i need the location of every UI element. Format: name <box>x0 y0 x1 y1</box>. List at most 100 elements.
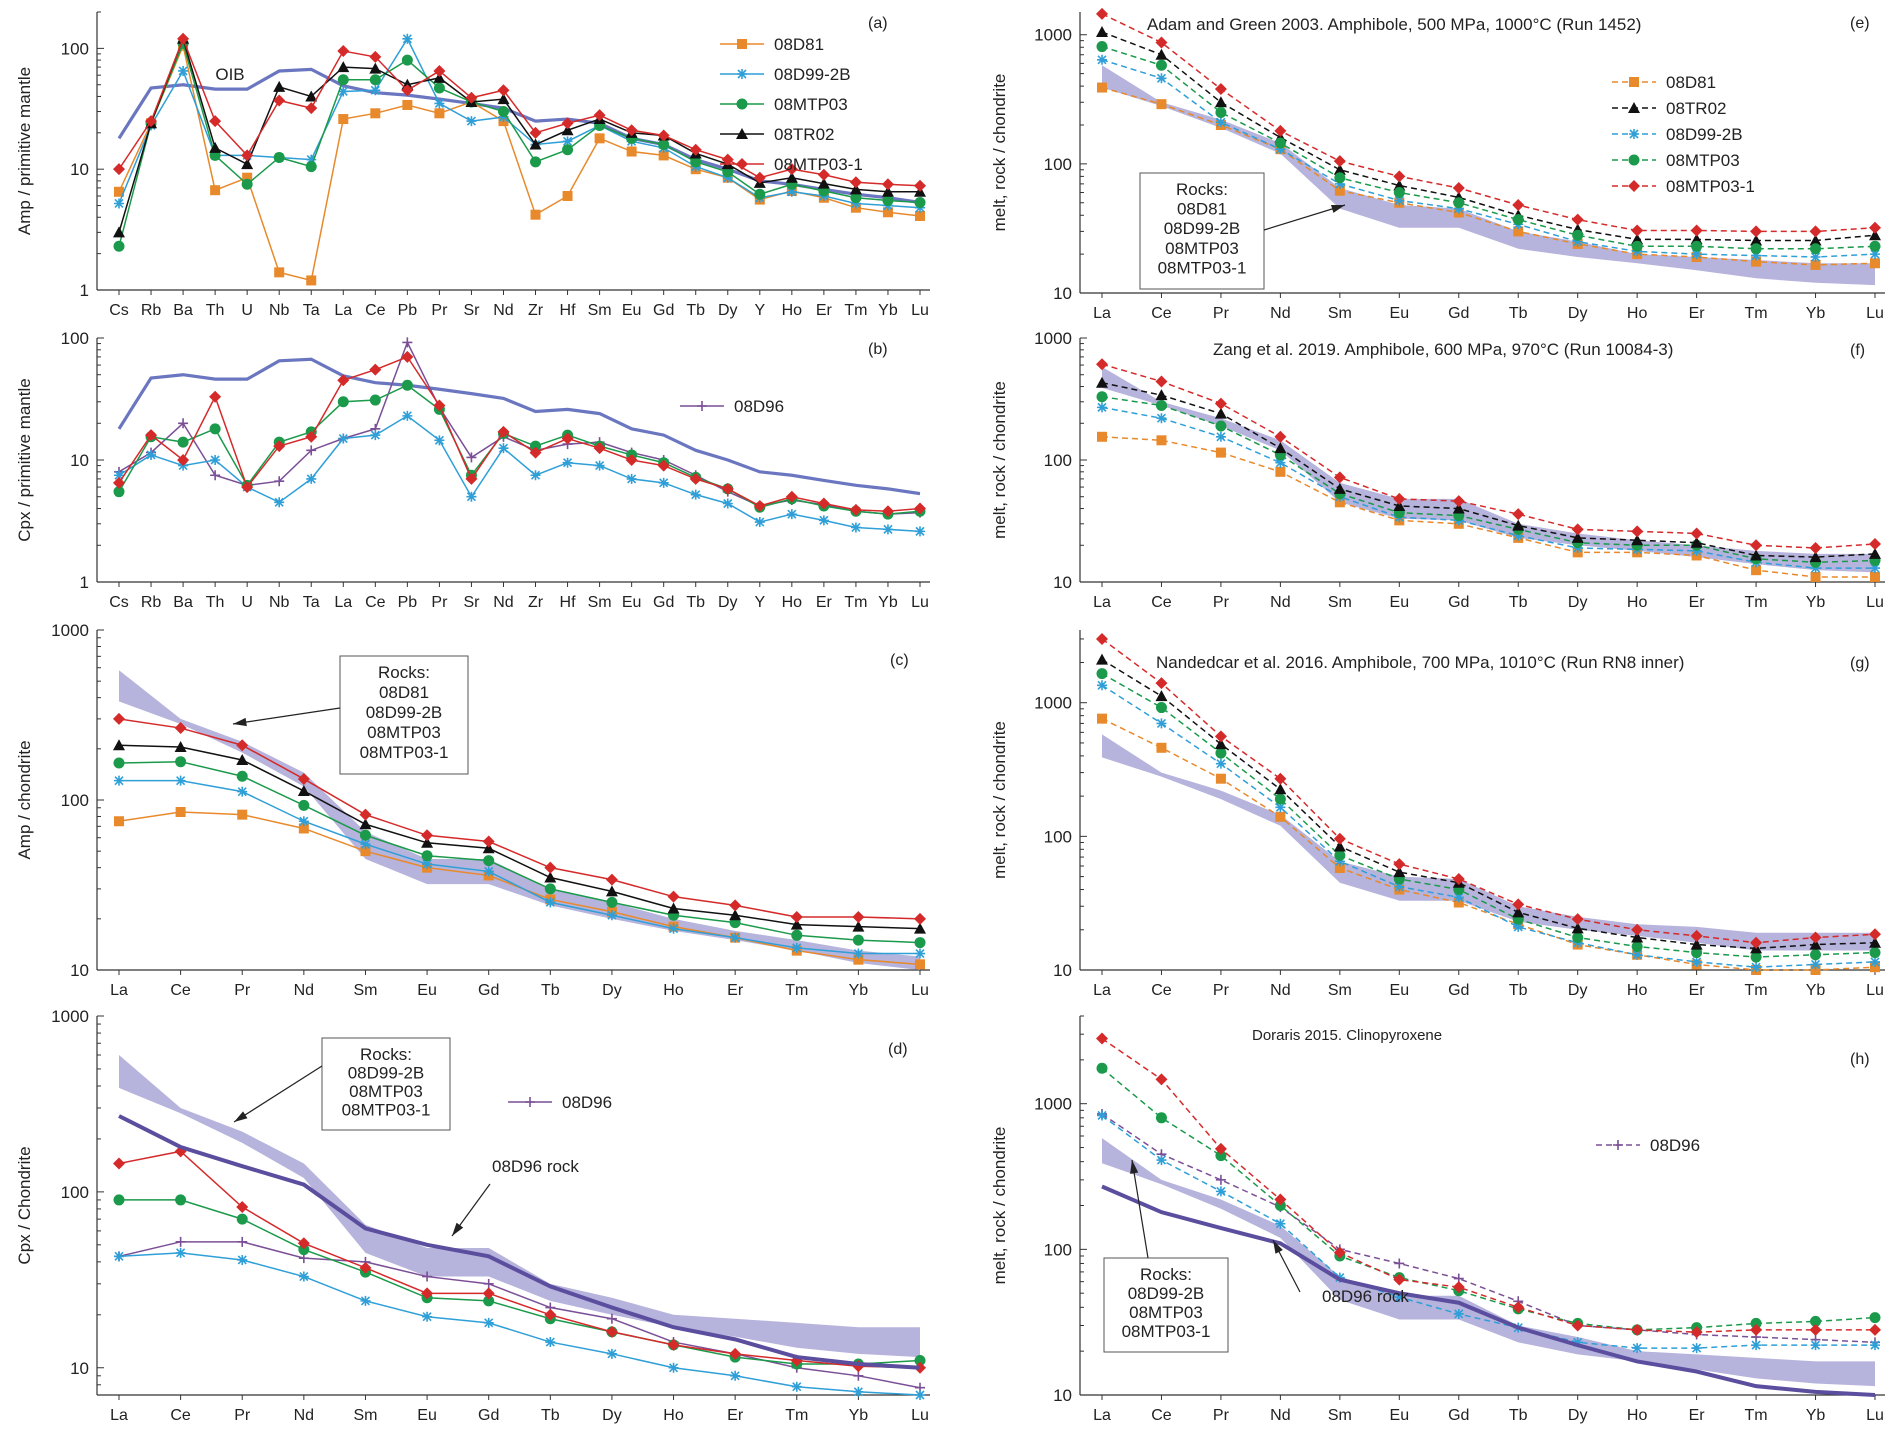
data-point <box>1512 906 1525 918</box>
rock-range-band <box>1102 734 1875 951</box>
y-tick-label: 1000 <box>1034 694 1072 713</box>
data-point <box>1809 541 1822 554</box>
x-tick-label: Er <box>727 1407 744 1424</box>
data-point <box>1156 99 1167 110</box>
data-point <box>434 98 445 109</box>
x-tick-label: Er <box>816 302 833 319</box>
data-point <box>1810 1340 1821 1351</box>
data-point <box>422 859 433 870</box>
data-point <box>178 65 189 76</box>
data-point <box>360 839 371 850</box>
x-tick-label: Ta <box>303 594 320 611</box>
x-tick-label: Ce <box>365 594 386 611</box>
series-line <box>1101 1037 1875 1333</box>
data-point <box>562 190 573 201</box>
data-point <box>1215 431 1226 442</box>
x-tick-label: Tm <box>1745 982 1768 999</box>
data-point <box>544 871 557 883</box>
data-point <box>1513 226 1524 237</box>
series-line <box>118 355 921 513</box>
data-point <box>1155 36 1168 49</box>
data-point <box>209 115 222 128</box>
x-tick-label: Tb <box>1509 594 1528 611</box>
legend-label: 08MTP03-1 <box>774 155 863 174</box>
data-point <box>465 472 478 485</box>
rock-range-band <box>1102 65 1875 286</box>
data-point <box>1750 539 1763 552</box>
data-point <box>915 948 925 959</box>
series-08MTP03-1 <box>1096 1032 1881 1339</box>
data-point <box>483 1278 494 1289</box>
data-point <box>593 109 606 122</box>
data-point <box>337 74 349 86</box>
x-tick-label: Yb <box>1806 594 1826 611</box>
rock-label-arrowhead <box>1273 1240 1283 1254</box>
data-point <box>914 179 926 192</box>
data-point <box>1691 956 1702 967</box>
x-tick-label: Tb <box>686 594 705 611</box>
x-tick-label: Lu <box>911 302 929 319</box>
data-point <box>1869 936 1881 948</box>
data-point <box>914 922 926 934</box>
x-tick-label: La <box>110 1407 128 1424</box>
series-line <box>119 779 920 955</box>
data-point <box>1334 856 1345 867</box>
data-point <box>668 923 679 934</box>
data-point <box>402 99 413 110</box>
x-tick-label: Rb <box>141 594 162 611</box>
data-point <box>273 80 286 92</box>
data-point <box>561 432 574 445</box>
data-point <box>1274 124 1287 137</box>
data-point <box>785 163 798 176</box>
callout-box <box>321 1037 451 1131</box>
series-line <box>118 1241 921 1389</box>
series-08D96 <box>114 337 925 520</box>
data-point <box>1869 240 1881 252</box>
data-point <box>434 435 445 446</box>
data-point <box>497 106 509 118</box>
legend-marker <box>1629 129 1639 139</box>
data-point <box>1274 783 1287 795</box>
data-point <box>753 171 766 184</box>
data-point <box>114 198 124 209</box>
data-point <box>113 240 125 252</box>
data-point <box>1690 1326 1703 1339</box>
x-tick-label: Nb <box>269 594 290 611</box>
data-point <box>561 117 574 130</box>
x-tick-label: Eu <box>1390 594 1410 611</box>
data-point <box>1809 1323 1822 1336</box>
series-08D99-2B <box>114 1247 925 1400</box>
data-point <box>562 457 573 468</box>
series-line <box>1101 638 1876 944</box>
x-tick-label: Lu <box>1866 594 1884 611</box>
x-tick-label: Zr <box>528 594 544 611</box>
data-point <box>1452 1281 1465 1294</box>
data-point <box>113 1157 125 1170</box>
data-point <box>1512 214 1524 226</box>
legend-label: 08MTP03 <box>1666 151 1740 170</box>
data-point <box>1869 928 1881 941</box>
oib-line <box>117 357 921 496</box>
data-point <box>852 934 864 946</box>
data-point <box>433 82 445 94</box>
data-point <box>1572 229 1584 241</box>
data-point <box>1097 82 1107 93</box>
data-point <box>241 178 253 190</box>
data-point <box>297 772 310 785</box>
data-point <box>753 499 766 512</box>
data-point <box>544 861 557 874</box>
data-point <box>146 449 157 460</box>
data-point <box>369 50 382 63</box>
x-tick-label: Tb <box>541 1407 560 1424</box>
data-point <box>730 1370 741 1381</box>
x-tick-label: Sm <box>353 982 377 999</box>
data-point <box>1393 1273 1406 1286</box>
panel-tag: (e) <box>1850 15 1870 32</box>
data-point <box>1156 742 1167 753</box>
data-point <box>483 866 494 877</box>
x-tick-label: Ho <box>1627 305 1648 322</box>
data-point <box>1214 407 1227 419</box>
y-tick-label: 100 <box>1044 1240 1072 1259</box>
data-point <box>274 267 285 278</box>
data-point <box>113 476 125 489</box>
